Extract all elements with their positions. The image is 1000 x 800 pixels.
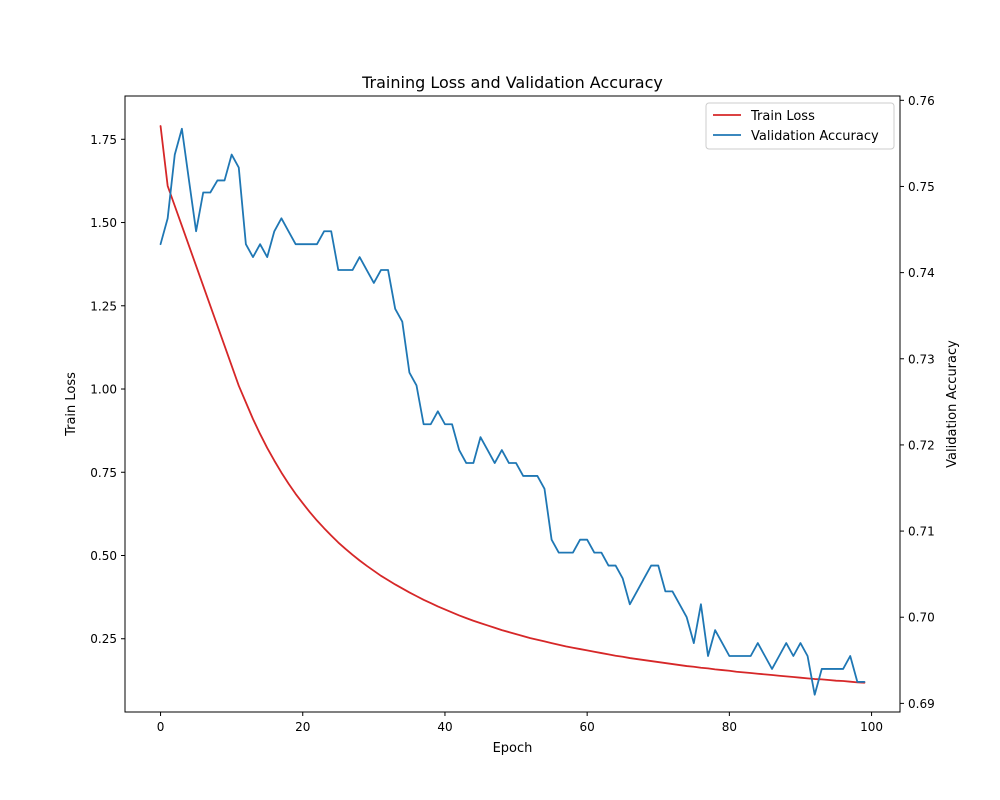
- left-y-tick-label: 1.50: [90, 216, 117, 230]
- x-tick-label: 20: [295, 720, 310, 734]
- right-y-axis-ticks: 0.69 0.70 0.71 0.72 0.73 0.74 0.75 0.76: [900, 94, 935, 711]
- right-y-tick-label: 0.71: [908, 525, 935, 539]
- plot-area-frame: [124, 95, 901, 713]
- left-y-axis-ticks: 0.25 0.50 0.75 1.00 1.25 1.50 1.75: [90, 133, 125, 646]
- legend-label-validation-accuracy: Validation Accuracy: [751, 129, 879, 144]
- series-layer: [159, 125, 866, 696]
- right-y-tick-label: 0.74: [908, 266, 935, 280]
- legend: Train Loss Validation Accuracy: [705, 102, 895, 150]
- x-tick-label: 80: [722, 720, 737, 734]
- left-y-tick-label: 0.75: [90, 466, 117, 480]
- series-line-validation-accuracy: [159, 127, 866, 696]
- right-y-tick-label: 0.76: [908, 94, 935, 108]
- chart-title: Training Loss and Validation Accuracy: [361, 73, 663, 92]
- left-y-tick-label: 0.25: [90, 632, 117, 646]
- right-y-tick-label: 0.75: [908, 180, 935, 194]
- x-tick-label: 40: [437, 720, 452, 734]
- x-tick-label: 60: [580, 720, 595, 734]
- series-line-train-loss: [159, 125, 866, 684]
- left-y-axis-label: Train Loss: [64, 372, 79, 437]
- right-y-axis-label: Validation Accuracy: [945, 340, 960, 468]
- x-tick-label: 0: [157, 720, 165, 734]
- right-y-tick-label: 0.72: [908, 438, 935, 452]
- right-y-tick-label: 0.70: [908, 611, 935, 625]
- x-tick-label: 100: [860, 720, 883, 734]
- legend-box: [705, 102, 895, 150]
- left-y-tick-label: 1.75: [90, 133, 117, 147]
- x-axis-label: Epoch: [493, 741, 533, 756]
- left-y-tick-label: 1.25: [90, 299, 117, 313]
- right-y-tick-label: 0.69: [908, 697, 935, 711]
- left-y-tick-label: 1.00: [90, 383, 117, 397]
- left-y-tick-label: 0.50: [90, 549, 117, 563]
- right-y-tick-label: 0.73: [908, 352, 935, 366]
- legend-label-train-loss: Train Loss: [750, 109, 815, 124]
- x-axis-ticks: 0 20 40 60 80 100: [157, 712, 883, 734]
